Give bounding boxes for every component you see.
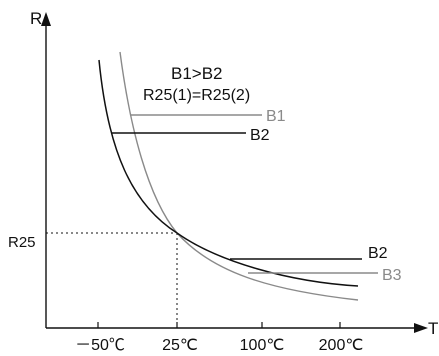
- annotation-r25-equal: R25(1)=R25(2): [143, 87, 250, 104]
- curve-label-b3: B3: [382, 267, 402, 284]
- annotation-b1-gt-b2: B1>B2: [171, 64, 223, 83]
- curve-label-b1: B1: [266, 108, 286, 125]
- curve-label-b2-top: B2: [250, 127, 270, 144]
- r25-label: R25: [8, 234, 36, 251]
- curve-b2: [98, 59, 359, 287]
- x-tick-label-200: 200℃: [319, 337, 364, 354]
- axes: [45, 24, 418, 329]
- x-tick-label-minus50: －50℃: [75, 337, 125, 354]
- y-axis-arrow-icon: [41, 12, 51, 26]
- x-tick-label-100: 100℃: [240, 337, 285, 354]
- x-tick-marks: [97, 322, 341, 328]
- curve-label-b2-bottom: B2: [368, 245, 388, 262]
- x-axis-arrow-icon: [414, 323, 428, 333]
- y-axis-label: R: [30, 9, 42, 28]
- r25-guides: [46, 232, 178, 328]
- x-tick-label-25: 25℃: [162, 337, 198, 354]
- x-axis-label: T: [428, 319, 438, 338]
